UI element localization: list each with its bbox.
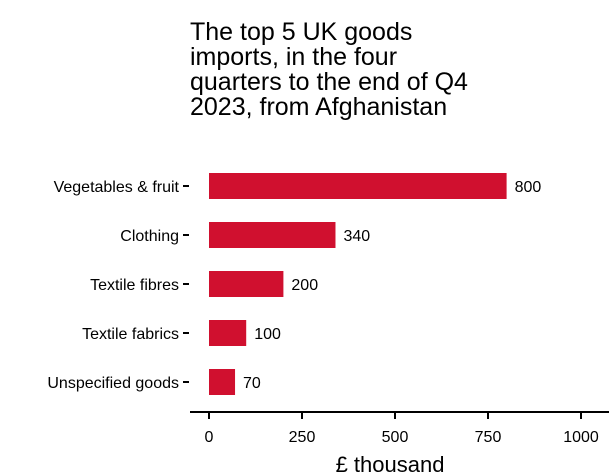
x-axis: 0 250 500 750 1000 [190, 411, 609, 446]
chart-title: The top 5 UK goods imports, in the four … [190, 20, 590, 120]
bar [209, 222, 336, 248]
bar [209, 271, 284, 297]
bar [209, 173, 507, 199]
category-label: Unspecified goods [47, 375, 179, 392]
value-label: 200 [291, 277, 318, 294]
chart-title-line-3: quarters to the end of Q4 [190, 68, 468, 96]
x-tick-label: 250 [289, 429, 316, 446]
x-axis-title: £ thousand [336, 452, 445, 475]
category-labels: Vegetables & fruit Clothing Textile fibres… [47, 179, 189, 392]
x-tick-label: 1000 [563, 429, 599, 446]
x-tick-label: 0 [205, 429, 214, 446]
x-tick-label: 750 [475, 429, 502, 446]
bars [209, 173, 507, 395]
value-label: 70 [243, 375, 261, 392]
value-label: 100 [254, 326, 281, 343]
value-labels: 800 340 200 100 70 [243, 179, 541, 392]
category-label: Textile fibres [90, 277, 179, 294]
x-tick-label: 500 [382, 429, 409, 446]
chart-title-line-4: 2023, from Afghanistan [190, 93, 448, 121]
chart-title-line-1: The top 5 UK goods [190, 18, 413, 46]
category-label: Clothing [120, 228, 179, 245]
bar [209, 320, 247, 346]
category-label: Textile fabrics [82, 326, 179, 343]
value-label: 800 [515, 179, 542, 196]
chart-title-line-2: imports, in the four [190, 43, 398, 71]
category-label: Vegetables & fruit [54, 179, 180, 196]
value-label: 340 [343, 228, 370, 245]
bar [209, 369, 236, 395]
